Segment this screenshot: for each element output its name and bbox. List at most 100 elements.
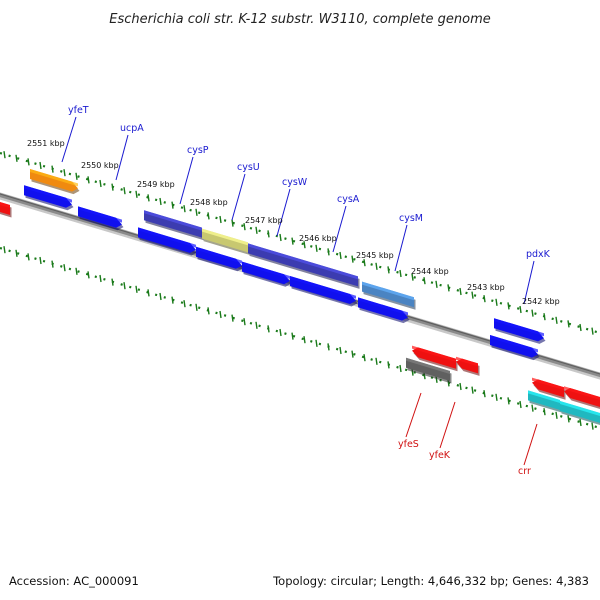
tick-mark xyxy=(303,336,306,344)
feature-cyan-crr-a xyxy=(528,390,562,413)
feature-cds-cysU xyxy=(196,246,244,272)
tick-track-dots xyxy=(0,246,600,430)
feature-cds-pdxK xyxy=(490,335,540,361)
feature-gray-yfeS xyxy=(406,357,452,384)
tick-mark xyxy=(255,226,258,234)
gene-leader-line xyxy=(115,134,129,181)
kbp-label: 2542 kbp xyxy=(522,297,560,306)
label-leaders xyxy=(61,116,538,466)
tick-mark xyxy=(363,354,366,362)
tick-mark xyxy=(183,205,186,213)
gene-label-cysW: cysW xyxy=(282,177,308,188)
tick-mark xyxy=(39,161,42,170)
feature-cds-crr-a xyxy=(532,377,566,400)
gene-label-crr: crr xyxy=(518,466,531,477)
tick-mark xyxy=(507,397,510,405)
feature-orange-yfeT xyxy=(30,169,80,195)
tick-mark xyxy=(567,415,570,423)
tick-mark xyxy=(15,154,18,162)
tick-mark xyxy=(399,364,402,373)
feature-cds-ucpA xyxy=(78,206,124,231)
gene-leader-line xyxy=(231,173,246,221)
kbp-label: 2547 kbp xyxy=(245,216,283,225)
tick-mark xyxy=(459,287,462,296)
tick-mark xyxy=(351,350,354,358)
feature-cyan-crr-b xyxy=(560,401,600,426)
feature-operon-cysU xyxy=(202,228,250,255)
tick-mark xyxy=(315,339,318,347)
kbp-label: 2543 kbp xyxy=(467,283,505,292)
tick-mark xyxy=(147,194,150,202)
tick-mark xyxy=(387,266,390,274)
kbp-label: 2548 kbp xyxy=(190,198,228,207)
tick-mark xyxy=(27,158,30,166)
tick-mark xyxy=(471,386,474,394)
tick-mark xyxy=(231,219,234,227)
tick-mark xyxy=(327,343,330,351)
tick-mark xyxy=(243,223,246,231)
kbp-label: 2551 kbp xyxy=(27,139,65,148)
gene-leader-line xyxy=(405,392,422,438)
genome-title: Escherichia coli str. K-12 substr. W3110… xyxy=(109,12,490,27)
gene-label-pdxK: pdxK xyxy=(526,249,551,260)
tick-mark xyxy=(279,328,282,337)
tick-mark xyxy=(159,197,162,206)
kbp-label: 2544 kbp xyxy=(411,267,449,276)
tick-mark xyxy=(291,237,294,245)
tick-mark xyxy=(51,165,54,173)
tick-mark xyxy=(75,172,78,180)
feature-operon-cysP xyxy=(144,210,204,241)
tick-mark xyxy=(291,332,294,340)
gene-leader-line xyxy=(276,188,291,237)
gene-leader-line xyxy=(61,116,77,163)
tick-mark xyxy=(207,212,210,220)
tick-mark xyxy=(543,408,546,416)
tick-mark xyxy=(27,253,30,261)
tick-mark xyxy=(87,176,90,184)
tick-mark xyxy=(87,271,90,279)
gene-labels: yfeT ucpA cysP cysU cysW cysA cysM pdxK yfeS yfeK… xyxy=(68,105,551,477)
gene-label-yfeS: yfeS xyxy=(398,439,419,450)
tick-mark xyxy=(531,404,534,412)
tick-mark xyxy=(231,314,234,322)
tick-mark xyxy=(351,255,354,263)
tick-mark xyxy=(471,291,474,299)
tick-mark xyxy=(99,179,102,188)
gene-leader-line xyxy=(394,224,408,272)
tick-mark xyxy=(483,295,486,303)
tick-mark xyxy=(123,187,126,195)
feature-tracks xyxy=(0,169,600,426)
tick-mark xyxy=(495,393,498,401)
gene-leader-line xyxy=(179,156,194,205)
tick-mark xyxy=(579,323,582,332)
tick-mark xyxy=(171,201,174,209)
tick-mark xyxy=(303,241,306,249)
tick-mark xyxy=(459,382,462,391)
gene-label-ucpA: ucpA xyxy=(120,123,144,134)
tick-mark xyxy=(339,251,342,260)
tick-mark xyxy=(375,357,378,365)
feature-cds-cysP xyxy=(138,227,198,256)
tick-mark xyxy=(519,305,522,314)
feature-cds-yfeK xyxy=(456,356,480,376)
tick-mark xyxy=(399,269,402,278)
tick-mark xyxy=(39,256,42,265)
tick-mark xyxy=(567,320,570,328)
feature-cds-cysM xyxy=(358,297,410,324)
gene-label-yfeT: yfeT xyxy=(68,105,89,116)
tick-mark xyxy=(375,262,378,270)
tick-mark xyxy=(339,346,342,355)
kbp-label: 2545 kbp xyxy=(356,251,394,260)
tick-mark xyxy=(363,259,366,267)
tick-mark xyxy=(135,190,138,198)
gene-leader-line xyxy=(439,401,456,449)
tick-mark xyxy=(63,264,66,272)
tick-mark xyxy=(195,303,198,311)
tick-mark xyxy=(327,248,330,256)
feature-left-red xyxy=(0,202,12,218)
feature-cysM-steel xyxy=(362,281,416,310)
tick-mark xyxy=(591,327,594,335)
feature-cds-yfeS xyxy=(412,345,458,372)
feature-operon-cysWA xyxy=(248,243,360,289)
gene-label-cysP: cysP xyxy=(187,145,209,156)
